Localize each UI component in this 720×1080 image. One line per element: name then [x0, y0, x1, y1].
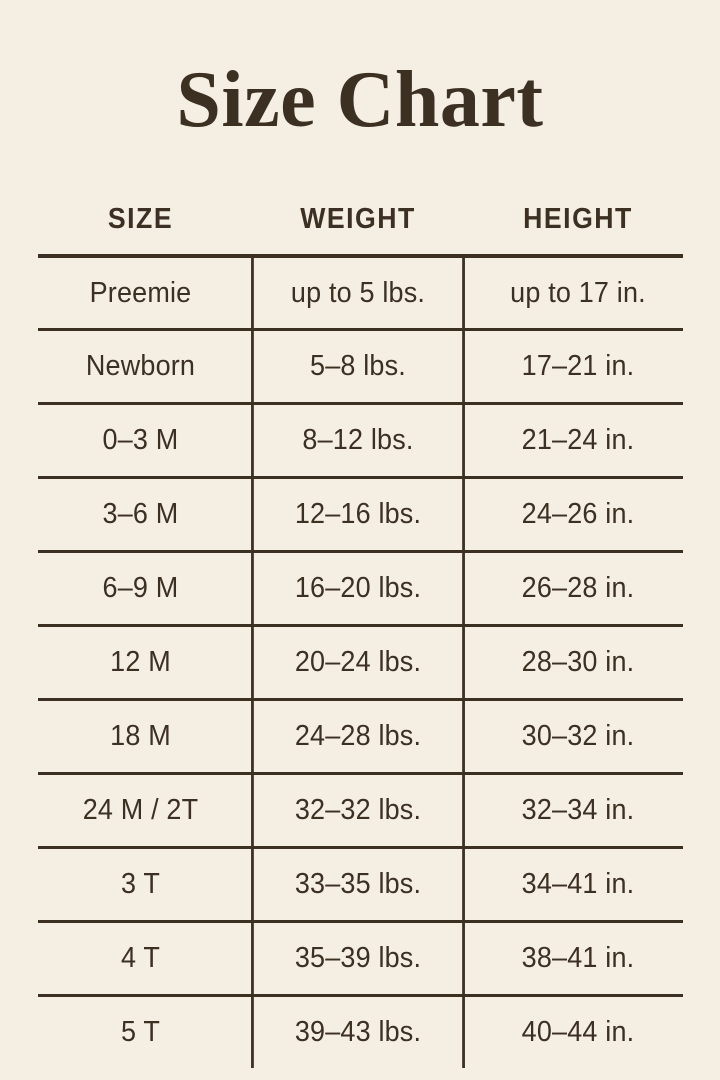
table-row: Newborn 5–8 lbs. 17–21 in. [38, 328, 683, 402]
cell-size: 0–3 M [102, 424, 179, 456]
cell-height: 26–28 in. [521, 572, 635, 604]
table-row: 24 M / 2T 32–32 lbs. 32–34 in. [38, 772, 683, 846]
table-row: 4 T 35–39 lbs. 38–41 in. [38, 920, 683, 994]
cell-size: Newborn [85, 350, 196, 382]
table-row: Preemie up to 5 lbs. up to 17 in. [38, 254, 683, 328]
table-row: 3 T 33–35 lbs. 34–41 in. [38, 846, 683, 920]
table-row: 6–9 M 16–20 lbs. 26–28 in. [38, 550, 683, 624]
cell-size: Preemie [89, 276, 192, 309]
cell-weight: up to 5 lbs. [251, 258, 465, 328]
cell-weight: 33–35 lbs. [251, 849, 465, 920]
cell-height: 17–21 in. [521, 350, 635, 382]
cell-size: 24 M / 2T [82, 794, 199, 826]
page-title: Size Chart [176, 56, 544, 144]
column-header-height: HEIGHT [523, 203, 633, 235]
cell-size: 5 T [120, 1016, 161, 1048]
cell-weight: 32–32 lbs. [251, 775, 465, 846]
cell-height: up to 17 in. [510, 276, 646, 309]
size-chart-table: SIZE WEIGHT HEIGHT Preemie up to 5 lbs. … [38, 185, 683, 1068]
cell-weight: 20–24 lbs. [251, 627, 465, 698]
cell-weight: 16–20 lbs. [251, 553, 465, 624]
cell-weight: 39–43 lbs. [251, 997, 465, 1068]
cell-height: 40–44 in. [521, 1016, 635, 1048]
table-row: 3–6 M 12–16 lbs. 24–26 in. [38, 476, 683, 550]
column-header-weight: WEIGHT [300, 203, 416, 235]
cell-size: 3–6 M [102, 498, 179, 530]
table-row: 0–3 M 8–12 lbs. 21–24 in. [38, 402, 683, 476]
cell-size: 12 M [110, 646, 171, 678]
cell-weight: 35–39 lbs. [251, 923, 465, 994]
table-row: 12 M 20–24 lbs. 28–30 in. [38, 624, 683, 698]
table-header-row: SIZE WEIGHT HEIGHT [38, 185, 683, 254]
column-header-size: SIZE [107, 203, 174, 235]
cell-height: 38–41 in. [521, 942, 635, 974]
cell-size: 18 M [110, 720, 171, 752]
cell-weight: 8–12 lbs. [251, 405, 465, 476]
cell-weight: 24–28 lbs. [251, 701, 465, 772]
table-row: 5 T 39–43 lbs. 40–44 in. [38, 994, 683, 1068]
cell-size: 4 T [120, 942, 161, 974]
cell-size: 3 T [120, 868, 161, 900]
cell-height: 24–26 in. [521, 498, 635, 530]
cell-height: 34–41 in. [521, 868, 635, 900]
cell-weight: 12–16 lbs. [251, 479, 465, 550]
cell-height: 21–24 in. [521, 424, 635, 456]
table-row: 18 M 24–28 lbs. 30–32 in. [38, 698, 683, 772]
cell-height: 32–34 in. [521, 794, 635, 826]
cell-size: 6–9 M [102, 572, 179, 604]
cell-height: 28–30 in. [521, 646, 635, 678]
cell-weight: 5–8 lbs. [251, 331, 465, 402]
cell-height: 30–32 in. [521, 720, 635, 752]
